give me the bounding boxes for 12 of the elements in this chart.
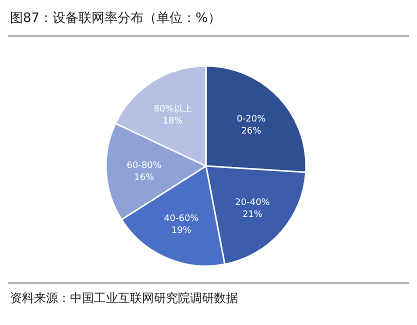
data-label: 18% [162,116,184,127]
data-label: 21% [242,210,263,220]
slice-label: 0-20% [236,114,266,125]
chart-title: 图87：设备联网率分布（单位：%） [10,10,221,26]
slice-label: 40-60% [164,214,200,224]
slice-label: 20-40% [235,198,270,208]
data-label: 26% [241,126,262,137]
data-label: 19% [171,226,192,236]
data-label: 16% [134,172,155,183]
slice-label: 80%以上 [154,104,192,115]
slice-label: 60-80% [126,160,162,171]
text: 资料来源：中国工业互联网研究院调研数据 [10,291,238,305]
